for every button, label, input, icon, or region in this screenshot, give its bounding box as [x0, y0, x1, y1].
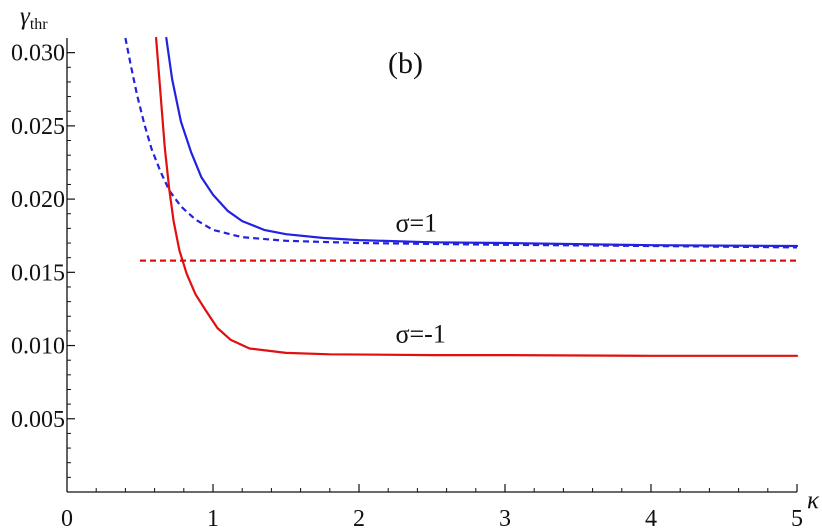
- y-axis-title-main: γ: [20, 3, 31, 30]
- y-tick-label: 0.020: [11, 187, 65, 213]
- y-axis-title-subscript: thr: [30, 16, 48, 33]
- annotations: σ=1 σ=-1: [396, 208, 446, 348]
- x-tick-label: 5: [791, 506, 803, 532]
- axes: [66, 38, 797, 493]
- x-axis-title: κ: [807, 487, 820, 514]
- ticks: 0 1 2 3 4 5 0.005 0.010 0.015 0.020 0.025 0.030: [11, 41, 803, 532]
- y-tick-label: 0.030: [11, 41, 65, 67]
- y-tick-label: 0.025: [11, 114, 65, 140]
- x-tick-label: 1: [207, 506, 219, 532]
- y-axis-title: γthr: [20, 3, 48, 33]
- annotation-label: σ=1: [396, 208, 438, 237]
- x-tick-label: 4: [645, 506, 657, 532]
- series-2-line: [155, 36, 799, 357]
- y-tick-label: 0.010: [11, 334, 65, 360]
- x-tick-label: 2: [353, 506, 365, 532]
- x-tick-label: 3: [499, 506, 511, 532]
- annotation-label: σ=-1: [396, 320, 446, 349]
- panel-label: (b): [388, 47, 423, 80]
- y-tick-label: 0.005: [11, 407, 65, 433]
- y-tick-label: 0.015: [11, 260, 65, 286]
- series-0-line: [165, 36, 799, 248]
- series-1-line: [124, 37, 798, 249]
- x-tick-label: 0: [61, 506, 73, 532]
- series-layer: [124, 36, 799, 357]
